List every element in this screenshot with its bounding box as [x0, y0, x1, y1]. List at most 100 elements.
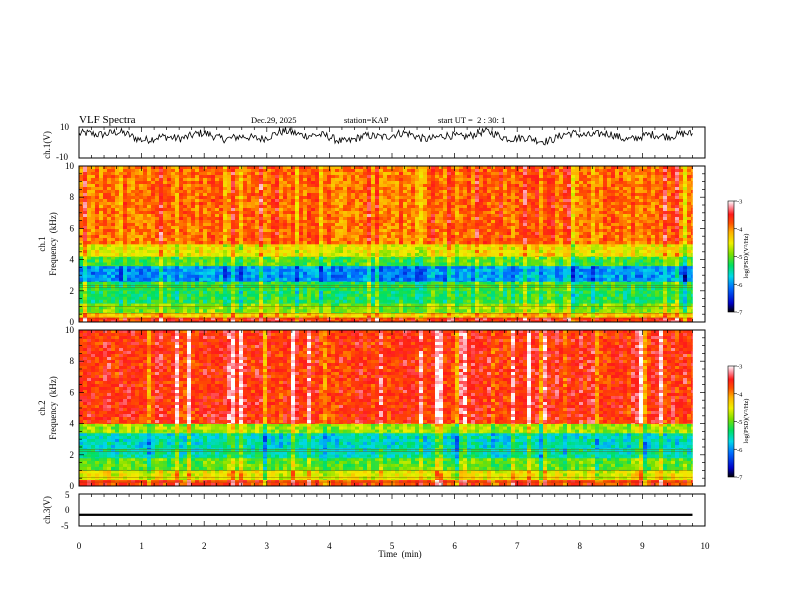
spectrogram-cell — [443, 250, 448, 254]
spectrogram-cell — [499, 309, 504, 313]
spectrogram-cell — [691, 259, 693, 263]
spectrogram-cell — [643, 256, 648, 260]
spectrogram-cell — [675, 247, 680, 251]
spectrogram-cell — [179, 271, 184, 276]
spectrogram-cell — [519, 271, 524, 276]
spectrogram-cell — [267, 284, 272, 288]
spectrogram-cell — [687, 277, 692, 282]
spectrogram-cell — [147, 256, 152, 260]
spectrogram-cell — [187, 306, 192, 310]
spectrogram-cell — [451, 271, 456, 276]
spectrogram-cell — [375, 317, 380, 321]
spectrogram-cell — [683, 256, 688, 260]
spectrogram-cell — [135, 284, 140, 288]
spectrogram-cell — [531, 287, 536, 291]
spectrogram-cell — [479, 265, 484, 270]
spectrogram-cell — [583, 296, 588, 301]
spectrogram-cell — [115, 290, 120, 295]
spectrogram-cell — [511, 259, 516, 263]
spectrogram-cell — [531, 250, 536, 254]
spectrogram-cell — [143, 293, 148, 298]
spectrogram-cell — [487, 244, 492, 248]
spectrogram-cell — [659, 290, 664, 292]
spectrogram-cell — [499, 306, 504, 310]
spectrogram-cell — [263, 312, 268, 313]
spectrogram-cell — [203, 277, 208, 282]
spectrogram-cell — [591, 274, 596, 279]
spectrogram-cell — [339, 284, 344, 288]
spectrogram-cell — [127, 262, 132, 266]
spectrogram-cell — [467, 280, 472, 282]
spectrogram-cell — [435, 284, 440, 288]
spectrogram-cell — [587, 290, 592, 292]
spectrogram-cell — [611, 290, 616, 292]
spectrogram-cell — [655, 268, 660, 273]
spectrogram-cell — [387, 287, 392, 291]
spectrogram-cell — [531, 290, 536, 292]
spectrogram-cell — [131, 287, 136, 291]
spectrogram-cell — [119, 277, 124, 282]
spectrogram-cell — [383, 280, 388, 282]
spectrogram-cell — [475, 265, 480, 267]
spectrogram-cell — [223, 303, 228, 307]
spectrogram-cell — [427, 296, 432, 301]
spectrogram-cell — [363, 247, 368, 251]
spectrogram-cell — [419, 265, 424, 267]
spectrogram-cell — [667, 277, 672, 282]
spectrogram-cell — [267, 303, 272, 307]
spectrogram-cell — [503, 265, 508, 267]
spectrogram-cell — [211, 280, 216, 282]
spectrogram-cell — [295, 247, 300, 251]
spectrogram-cell — [155, 290, 160, 295]
spectrogram-cell — [643, 247, 648, 251]
spectrogram-cell — [95, 315, 100, 318]
spectrogram-cell — [195, 312, 200, 316]
spectrogram-cell — [183, 290, 188, 292]
spectrogram-cell — [687, 293, 692, 298]
spectrogram-cell — [155, 274, 160, 279]
spectrogram-cell — [183, 277, 188, 282]
spectrogram-cell — [191, 281, 196, 285]
spectrogram-cell — [183, 302, 188, 304]
spectrogram-cell — [663, 281, 668, 285]
spectrogram-cell — [391, 293, 396, 298]
spectrogram-cell — [551, 312, 556, 313]
spectrogram-cell — [271, 309, 276, 313]
spectrogram-cell — [415, 281, 420, 285]
spectrogram-cell — [507, 290, 512, 295]
spectrogram-cell — [151, 320, 156, 323]
spectrogram-cell — [295, 253, 300, 257]
spectrogram-cell — [583, 306, 588, 310]
spectrogram-cell — [503, 299, 508, 304]
spectrogram-cell — [559, 284, 564, 288]
spectrogram-cell — [403, 250, 408, 254]
spectrogram-cell — [635, 309, 640, 313]
spectrogram-cell — [119, 281, 124, 285]
spectrogram-cell — [687, 274, 692, 279]
spectrogram-cell — [435, 312, 440, 313]
spectrogram-cell — [667, 265, 672, 270]
spectrogram-cell — [243, 253, 248, 257]
spectrogram-cell — [491, 293, 496, 298]
spectrogram-cell — [639, 271, 644, 276]
spectrogram-cell — [499, 256, 504, 260]
spectrogram-cell — [635, 247, 640, 251]
spectrogram-cell — [207, 299, 212, 304]
spectrogram-cell — [311, 265, 316, 270]
spectrogram-cell — [195, 256, 200, 260]
spectrogram-cell — [239, 302, 244, 304]
spectrogram-cell — [155, 306, 160, 310]
spectrogram-cell — [631, 256, 636, 260]
spectrogram-cell — [295, 296, 300, 301]
spectrogram-cell — [83, 306, 88, 310]
spectrogram-cell — [395, 299, 400, 304]
spectrogram-cell — [555, 280, 560, 282]
spectrogram-cell — [551, 299, 556, 304]
spectrogram-cell — [191, 312, 196, 316]
spectrogram-cell — [339, 256, 344, 260]
spectrogram-cell — [327, 268, 332, 273]
spectrogram-cell — [495, 253, 500, 257]
spectrogram-cell — [159, 253, 164, 257]
spectrogram-cell — [575, 277, 580, 282]
spectrogram-cell — [487, 290, 492, 292]
